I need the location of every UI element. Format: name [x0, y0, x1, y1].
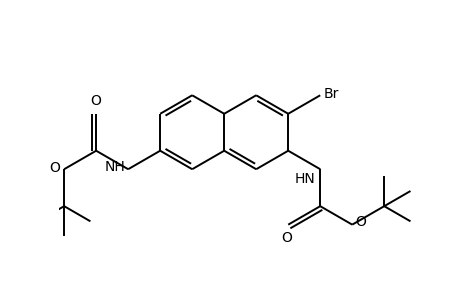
Text: NH: NH: [104, 160, 125, 174]
Text: O: O: [280, 231, 291, 245]
Text: Br: Br: [323, 87, 338, 101]
Text: HN: HN: [294, 172, 315, 186]
Text: O: O: [90, 94, 101, 108]
Text: O: O: [354, 214, 365, 229]
Text: O: O: [49, 161, 60, 175]
